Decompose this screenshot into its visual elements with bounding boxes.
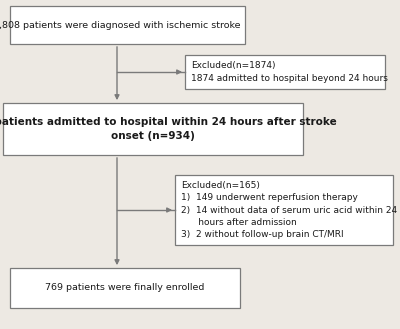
- Text: Excluded(n=1874)
1874 admitted to hospital beyond 24 hours: Excluded(n=1874) 1874 admitted to hospit…: [191, 62, 388, 83]
- Text: 2,808 patients were diagnosed with ischemic stroke: 2,808 patients were diagnosed with ische…: [0, 20, 241, 30]
- FancyBboxPatch shape: [3, 103, 303, 155]
- FancyBboxPatch shape: [175, 175, 393, 245]
- FancyBboxPatch shape: [10, 6, 245, 44]
- Text: Excluded(n=165)
1)  149 underwent reperfusion therapy
2)  14 without data of ser: Excluded(n=165) 1) 149 underwent reperfu…: [181, 181, 397, 239]
- Text: 769 patients were finally enrolled: 769 patients were finally enrolled: [45, 284, 205, 292]
- FancyBboxPatch shape: [185, 55, 385, 89]
- FancyBboxPatch shape: [10, 268, 240, 308]
- Text: 934 patients admitted to hospital within 24 hours after stroke
onset (n=934): 934 patients admitted to hospital within…: [0, 117, 337, 141]
